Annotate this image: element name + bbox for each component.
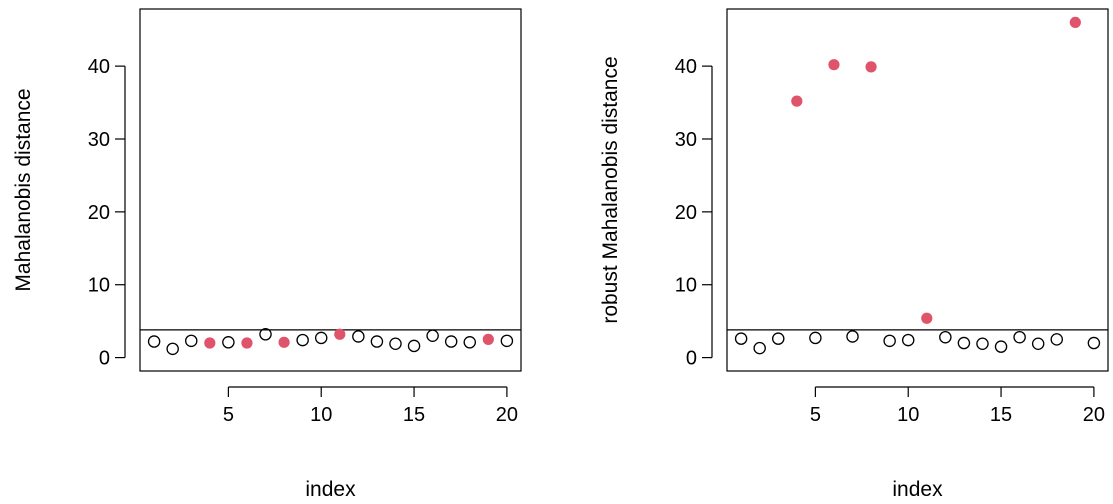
outlier-point	[241, 337, 253, 349]
data-point	[166, 342, 179, 356]
data-point	[407, 339, 421, 353]
y-axis-title: robust Mahalanobis distance	[599, 56, 622, 323]
y-tick-label: 0	[99, 348, 110, 370]
x-tick-label: 5	[810, 404, 821, 426]
y-tick-label: 20	[88, 202, 110, 224]
data-point	[734, 332, 748, 345]
plot-frame	[139, 8, 522, 372]
outlier-point	[482, 333, 494, 345]
data-point	[1013, 330, 1026, 344]
x-tick-label: 20	[496, 404, 518, 426]
data-point	[184, 334, 198, 348]
data-point	[463, 336, 477, 349]
data-point	[314, 331, 328, 345]
chart-panel-1: 5 10 15 20 0 10 20 30 40 index Mahalanobis distanc…	[12, 8, 522, 501]
outlier-point	[204, 337, 216, 349]
x-tick-label: 10	[310, 404, 332, 426]
data-point	[809, 331, 822, 345]
data-point	[426, 329, 439, 342]
chart-panel-2: 5 10 15 20 0 10 20 30 40 index robust Mahalanobis …	[599, 8, 1109, 501]
data-point	[753, 341, 766, 355]
y-tick-label: 20	[675, 202, 697, 224]
y-tick-label: 40	[675, 56, 697, 78]
data-point	[846, 330, 859, 343]
plot-frame	[726, 8, 1109, 372]
x-tick-label: 15	[990, 404, 1012, 426]
y-tick-label: 40	[88, 56, 110, 78]
x-tick-label: 5	[223, 404, 234, 426]
data-point	[389, 337, 402, 350]
outlier-point	[865, 61, 877, 73]
outlier-point	[828, 59, 840, 71]
data-point	[771, 332, 785, 345]
data-point	[259, 328, 272, 341]
y-tick-label: 30	[88, 129, 110, 151]
data-point	[296, 333, 309, 347]
x-axis-title: index	[892, 478, 943, 501]
y-tick-label: 10	[675, 275, 697, 297]
y-tick-label: 30	[675, 129, 697, 151]
outlier-point	[278, 336, 290, 348]
data-point	[939, 330, 952, 344]
data-point	[352, 330, 365, 343]
data-point	[222, 336, 235, 349]
data-point	[1050, 333, 1064, 346]
data-point	[976, 337, 989, 350]
y-tick-label: 0	[686, 348, 697, 370]
outlier-point	[334, 328, 346, 340]
data-point	[147, 335, 161, 348]
data-point	[500, 334, 514, 348]
y-tick-label: 10	[88, 275, 110, 297]
x-tick-label: 20	[1083, 404, 1105, 426]
data-point	[370, 335, 384, 348]
x-axis-title: index	[305, 478, 356, 501]
data-point	[1031, 337, 1045, 350]
x-tick-label: 15	[403, 404, 425, 426]
x-tick-label: 10	[897, 404, 919, 426]
data-point	[1087, 336, 1101, 350]
outlier-point	[1069, 16, 1081, 29]
data-point	[883, 334, 896, 348]
data-point	[994, 340, 1008, 353]
outlier-point	[921, 312, 933, 324]
data-point	[444, 335, 458, 348]
y-axis-title: Mahalanobis distance	[12, 88, 35, 291]
data-point	[957, 336, 971, 350]
data-point	[901, 333, 915, 347]
outlier-point	[791, 95, 803, 107]
